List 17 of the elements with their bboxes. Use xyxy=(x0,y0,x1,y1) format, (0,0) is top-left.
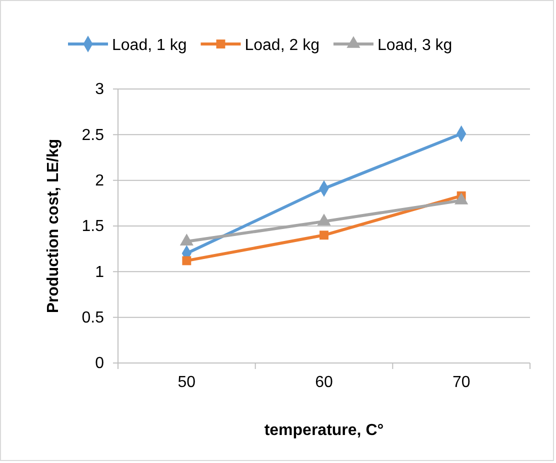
x-tick-label: 70 xyxy=(452,374,470,391)
y-tick-label: 0.5 xyxy=(82,309,104,326)
point xyxy=(320,230,328,240)
y-tick-label: 1 xyxy=(95,264,104,281)
y-tick-label: 2 xyxy=(95,172,104,190)
y-axis-title: Production cost, LE/kg xyxy=(45,138,62,314)
legend-label: Load, 1 kg xyxy=(112,37,187,54)
point xyxy=(182,256,192,266)
y-tick-label: 3 xyxy=(95,81,104,98)
x-tick-label: 60 xyxy=(315,374,333,391)
legend-label: Load, 2 kg xyxy=(244,37,320,54)
x-axis-title: temperature, C° xyxy=(264,422,384,439)
legend-label: Load, 3 kg xyxy=(377,37,452,54)
y-tick-label: 0 xyxy=(95,355,104,372)
y-tick-label: 1.5 xyxy=(82,218,104,236)
y-tick-label: 2.5 xyxy=(82,126,104,144)
x-tick-label: 50 xyxy=(178,374,196,391)
